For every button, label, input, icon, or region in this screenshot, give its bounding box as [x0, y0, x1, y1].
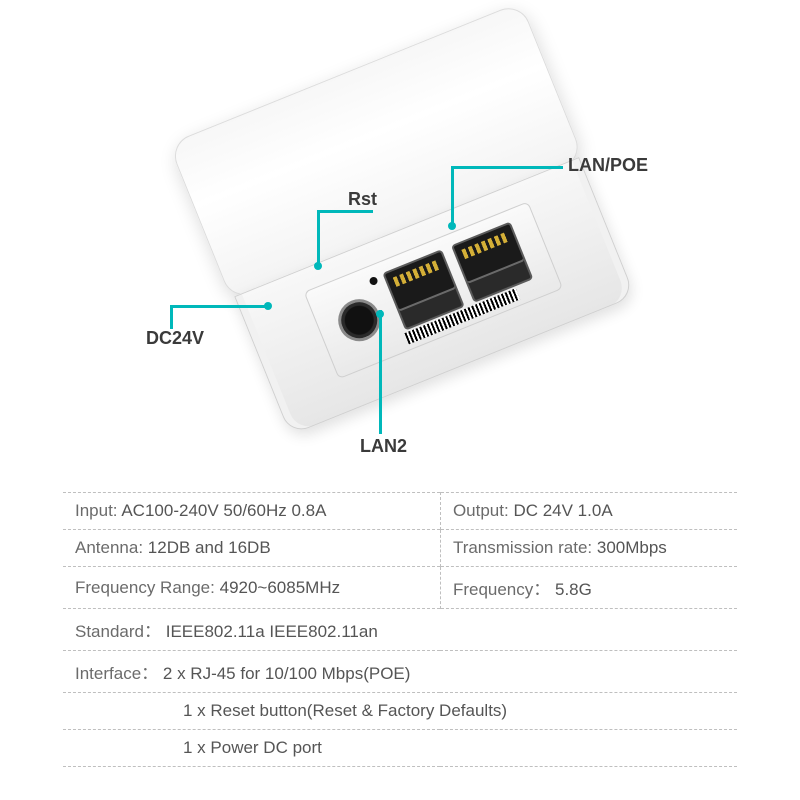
callout-line: [317, 210, 373, 213]
spec-value: 300Mbps: [597, 538, 667, 557]
table-row: 1 x Reset button(Reset & Factory Default…: [63, 693, 737, 730]
table-row: Antenna: 12DB and 16DB Transmission rate…: [63, 530, 737, 567]
spec-label: Interface：: [75, 664, 158, 683]
spec-value: IEEE802.11a IEEE802.11an: [166, 622, 378, 641]
table-row: Standard： IEEE802.11a IEEE802.11an: [63, 609, 737, 651]
spec-label: Standard：: [75, 622, 161, 641]
spec-value: 4920~6085MHz: [220, 578, 341, 597]
spec-label: Frequency Range:: [75, 578, 215, 597]
spec-value: 2 x RJ-45 for 10/100 Mbps(POE): [163, 664, 411, 683]
spec-value: DC 24V 1.0A: [513, 501, 612, 520]
spec-label: Input:: [75, 501, 118, 520]
table-row: Interface： 2 x RJ-45 for 10/100 Mbps(POE…: [63, 651, 737, 693]
callout-line: [170, 305, 268, 308]
spec-label: Transmission rate:: [453, 538, 592, 557]
spec-value: 1 x Reset button(Reset & Factory Default…: [183, 701, 507, 720]
spec-table: Input: AC100-240V 50/60Hz 0.8A Output: D…: [63, 492, 737, 767]
callout-lan2: LAN2: [360, 436, 407, 457]
callout-line: [379, 310, 382, 434]
callout-line: [451, 166, 454, 226]
spec-value: 12DB and 16DB: [148, 538, 271, 557]
callout-rst: Rst: [348, 189, 377, 210]
table-row: Frequency Range: 4920~6085MHz Frequency：…: [63, 567, 737, 609]
callout-line: [317, 210, 320, 266]
spec-label: Output:: [453, 501, 509, 520]
callout-lanpoe: LAN/POE: [568, 155, 648, 176]
spec-value: 1 x Power DC port: [183, 738, 322, 757]
spec-label: Antenna:: [75, 538, 143, 557]
table-row: 1 x Power DC port: [63, 730, 737, 767]
spec-label: Frequency：: [453, 580, 550, 599]
callout-line: [170, 305, 173, 329]
callout-line: [451, 166, 563, 169]
table-row: Input: AC100-240V 50/60Hz 0.8A Output: D…: [63, 493, 737, 530]
stage: DC24V Rst LAN2 LAN/POE Input: AC100-240V…: [0, 0, 800, 800]
spec-value: AC100-240V 50/60Hz 0.8A: [121, 501, 326, 520]
callout-dc24v: DC24V: [146, 328, 204, 349]
device-illustration: [168, 2, 651, 469]
spec-value: 5.8G: [555, 580, 592, 599]
